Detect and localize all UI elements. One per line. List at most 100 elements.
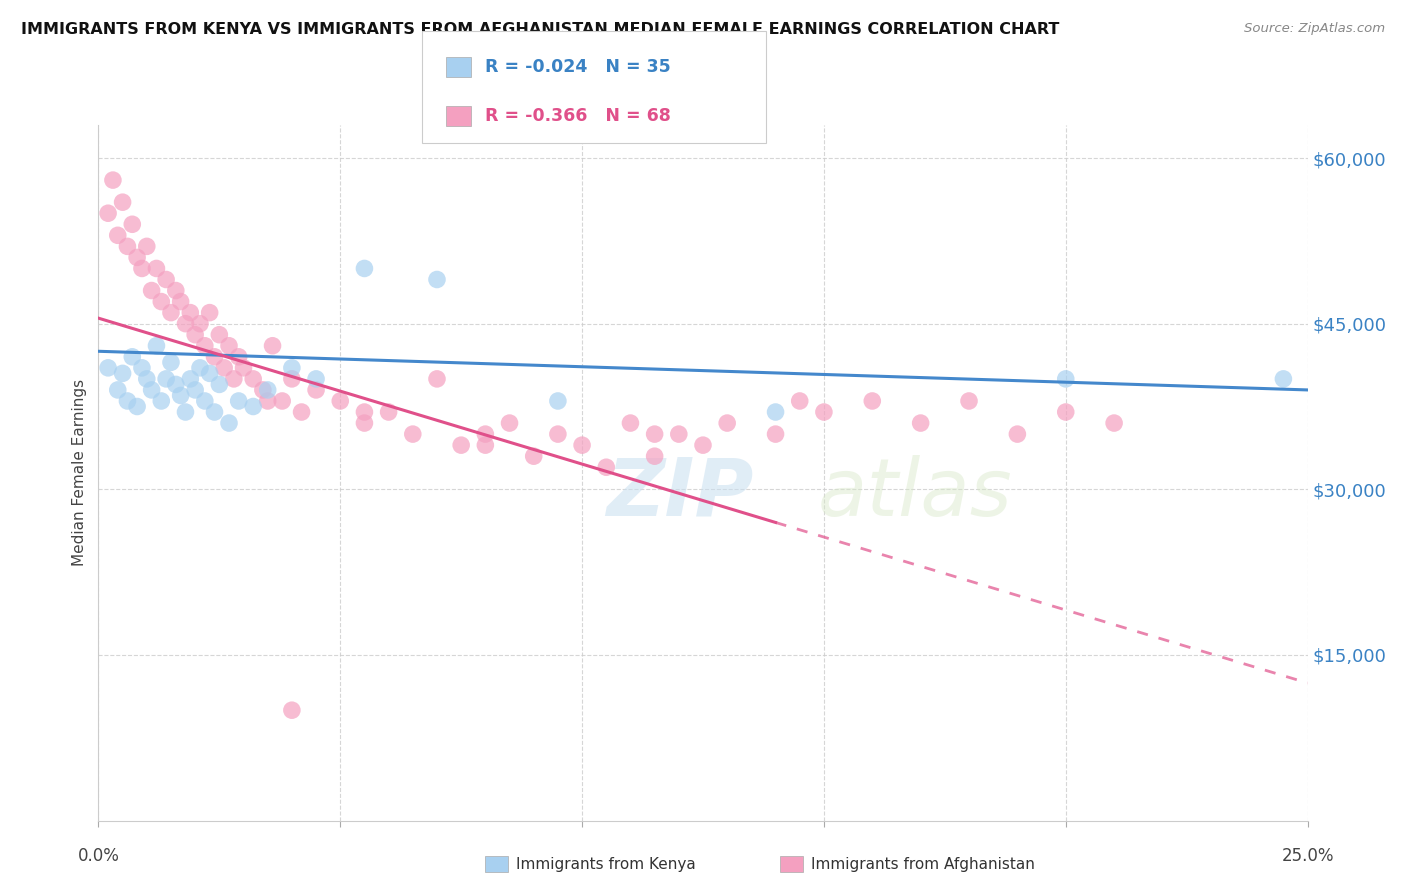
Point — [198, 305, 221, 319]
Point — [208, 377, 231, 392]
Point — [1007, 427, 1029, 442]
Point — [204, 350, 226, 364]
Point — [813, 405, 835, 419]
Point — [212, 360, 235, 375]
Point — [228, 350, 250, 364]
Y-axis label: Median Female Earnings: Median Female Earnings — [72, 379, 87, 566]
Point — [135, 372, 157, 386]
Point — [107, 383, 129, 397]
Point — [402, 427, 425, 442]
Point — [256, 383, 278, 397]
Point — [169, 388, 191, 402]
Point — [716, 416, 738, 430]
Point — [131, 360, 153, 375]
Point — [184, 327, 207, 342]
Point — [174, 405, 197, 419]
Point — [155, 372, 177, 386]
Point — [179, 305, 201, 319]
Point — [262, 339, 284, 353]
Point — [208, 327, 231, 342]
Text: ZIP: ZIP — [606, 455, 754, 533]
Point — [281, 372, 304, 386]
Point — [957, 394, 980, 409]
Point — [547, 427, 569, 442]
Point — [426, 372, 449, 386]
Point — [668, 427, 690, 442]
Point — [145, 261, 167, 276]
Point — [141, 284, 163, 298]
Point — [228, 394, 250, 409]
Point — [571, 438, 593, 452]
Point — [547, 394, 569, 409]
Point — [860, 394, 883, 409]
Point — [498, 416, 520, 430]
Point — [165, 284, 187, 298]
Point — [450, 438, 472, 452]
Point — [97, 206, 120, 220]
Point — [1054, 372, 1077, 386]
Point — [242, 400, 264, 414]
Point — [218, 416, 240, 430]
Point — [111, 195, 134, 210]
Point — [329, 394, 352, 409]
Point — [121, 350, 143, 364]
Point — [127, 251, 149, 265]
Text: atlas: atlas — [818, 455, 1012, 533]
Point — [141, 383, 163, 397]
Point — [765, 427, 787, 442]
Point — [1054, 405, 1077, 419]
Point — [218, 339, 240, 353]
Point — [121, 217, 143, 231]
Point — [204, 405, 226, 419]
Point — [271, 394, 294, 409]
Point — [117, 394, 139, 409]
Point — [692, 438, 714, 452]
Point — [194, 394, 217, 409]
Point — [910, 416, 932, 430]
Point — [131, 261, 153, 276]
Point — [179, 372, 201, 386]
Point — [145, 339, 167, 353]
Text: R = -0.024   N = 35: R = -0.024 N = 35 — [485, 58, 671, 76]
Point — [117, 239, 139, 253]
Point — [353, 261, 375, 276]
Point — [765, 405, 787, 419]
Point — [290, 405, 312, 419]
Point — [595, 460, 617, 475]
Point — [127, 400, 149, 414]
Point — [97, 360, 120, 375]
Text: 25.0%: 25.0% — [1281, 847, 1334, 864]
Point — [353, 405, 375, 419]
Point — [252, 383, 274, 397]
Text: R = -0.366   N = 68: R = -0.366 N = 68 — [485, 107, 671, 125]
Point — [281, 703, 304, 717]
Point — [160, 355, 183, 369]
Point — [107, 228, 129, 243]
Point — [160, 305, 183, 319]
Point — [256, 394, 278, 409]
Text: 0.0%: 0.0% — [77, 847, 120, 864]
Point — [174, 317, 197, 331]
Point — [198, 367, 221, 381]
Point — [619, 416, 641, 430]
Text: IMMIGRANTS FROM KENYA VS IMMIGRANTS FROM AFGHANISTAN MEDIAN FEMALE EARNINGS CORR: IMMIGRANTS FROM KENYA VS IMMIGRANTS FROM… — [21, 22, 1060, 37]
Point — [377, 405, 399, 419]
Point — [281, 360, 304, 375]
Point — [644, 427, 666, 442]
Point — [184, 383, 207, 397]
Point — [150, 394, 173, 409]
Point — [222, 372, 245, 386]
Point — [169, 294, 191, 309]
Point — [426, 272, 449, 286]
Point — [644, 449, 666, 463]
Point — [194, 339, 217, 353]
Point — [353, 416, 375, 430]
Point — [474, 438, 496, 452]
Point — [150, 294, 173, 309]
Point — [111, 367, 134, 381]
Text: Immigrants from Kenya: Immigrants from Kenya — [516, 857, 696, 871]
Point — [155, 272, 177, 286]
Point — [474, 427, 496, 442]
Point — [101, 173, 124, 187]
Text: Immigrants from Afghanistan: Immigrants from Afghanistan — [811, 857, 1035, 871]
